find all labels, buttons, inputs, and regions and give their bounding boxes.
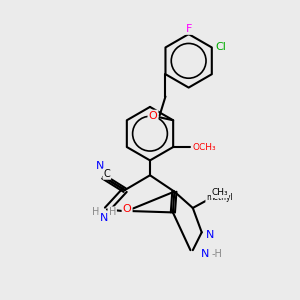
Text: H: H xyxy=(109,207,116,218)
Text: N: N xyxy=(96,161,104,171)
Text: OCH₃: OCH₃ xyxy=(193,142,216,152)
Text: N: N xyxy=(201,249,209,259)
Text: H: H xyxy=(92,207,99,218)
Text: O: O xyxy=(148,111,158,121)
Text: CH₃: CH₃ xyxy=(212,188,228,197)
Text: methyl: methyl xyxy=(206,193,233,202)
Text: N: N xyxy=(100,213,108,223)
Text: N: N xyxy=(206,230,214,240)
Text: Cl: Cl xyxy=(215,43,226,52)
Text: C: C xyxy=(103,169,110,179)
Text: -H: -H xyxy=(211,249,222,259)
Text: F: F xyxy=(185,24,192,34)
Text: O: O xyxy=(123,204,131,214)
